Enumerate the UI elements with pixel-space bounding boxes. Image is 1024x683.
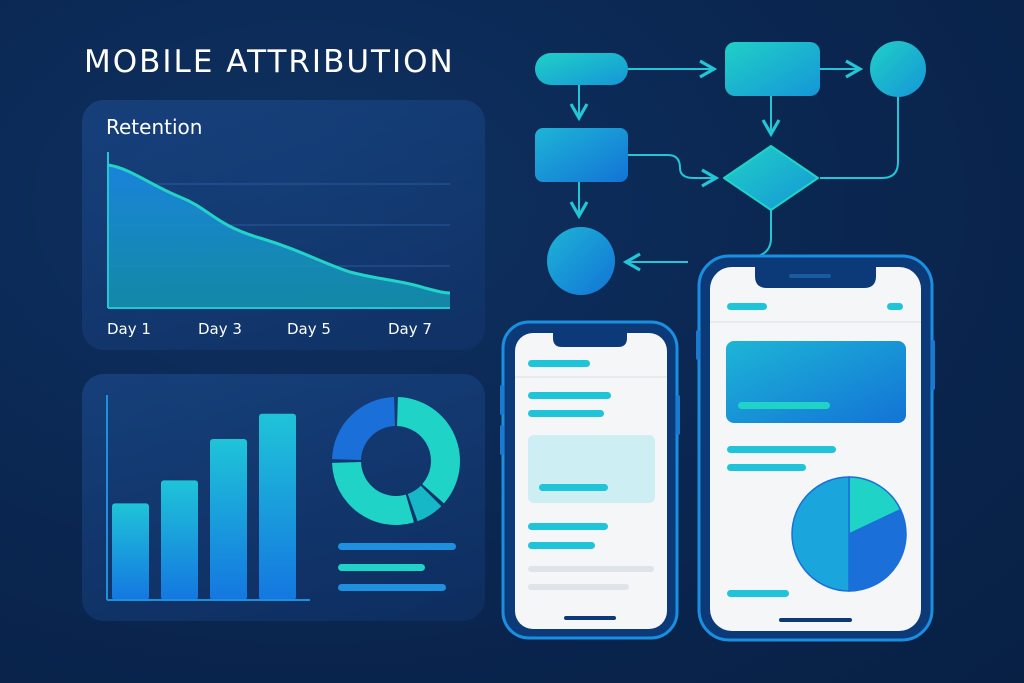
donut-slice-1 xyxy=(397,397,461,504)
donut-slice-2 xyxy=(407,485,442,522)
day-1-tick-label: Day 1 xyxy=(107,320,151,338)
phone-pie-slice-3 xyxy=(791,476,850,592)
flow-node-process-top xyxy=(725,42,820,96)
bar-chart xyxy=(112,413,296,600)
retention-label: Retention xyxy=(106,115,203,139)
donut-legend xyxy=(338,543,456,591)
donut-slice-4 xyxy=(332,397,395,460)
bar-3 xyxy=(210,439,247,600)
retention-line xyxy=(107,163,451,295)
phone-small-home-indicator xyxy=(564,616,616,620)
phone-large-banner xyxy=(726,341,906,423)
phone-pie-slice-1 xyxy=(848,476,902,536)
phone-small-notch xyxy=(553,333,627,347)
flow-node-end-top xyxy=(870,41,926,97)
flow-node-end-left xyxy=(547,227,615,295)
flow-connectors xyxy=(569,59,899,272)
day-3-tick-label: Day 3 xyxy=(198,320,242,338)
donut-slice-3 xyxy=(332,462,414,525)
retention-area xyxy=(108,165,450,308)
day-5-tick-label: Day 5 xyxy=(287,320,331,338)
legend-line-3 xyxy=(338,584,446,591)
flow-node-process-left xyxy=(535,128,628,182)
bar-1 xyxy=(112,503,149,600)
flow-node-start xyxy=(535,53,628,85)
donut-chart xyxy=(332,397,461,525)
legend-line-2 xyxy=(338,564,425,571)
bar-2 xyxy=(161,480,198,600)
page-title: MOBILE ATTRIBUTION xyxy=(84,44,455,80)
phone-pie-slice-2 xyxy=(848,508,907,592)
phone-large-home-indicator xyxy=(779,618,852,622)
flow-node-decision xyxy=(723,145,819,211)
phone-pie-chart xyxy=(791,476,907,592)
legend-line-1 xyxy=(338,543,456,550)
day-7-tick-label: Day 7 xyxy=(388,320,432,338)
bar-4 xyxy=(259,413,296,600)
